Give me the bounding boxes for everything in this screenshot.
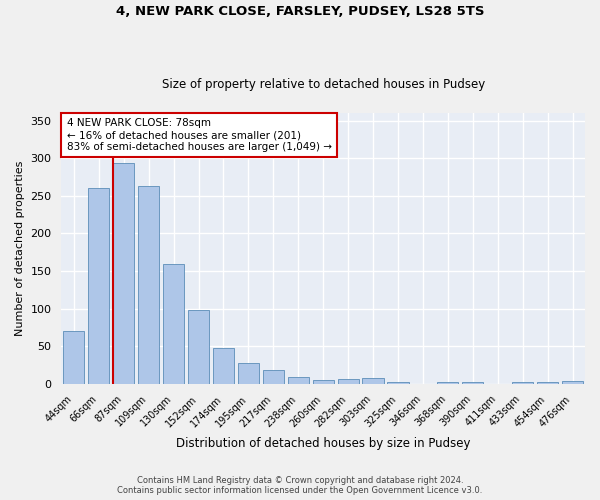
- Bar: [238, 363, 259, 384]
- Title: Size of property relative to detached houses in Pudsey: Size of property relative to detached ho…: [161, 78, 485, 91]
- Y-axis label: Number of detached properties: Number of detached properties: [15, 161, 25, 336]
- Bar: [63, 332, 85, 384]
- Bar: [462, 382, 484, 384]
- Bar: [388, 382, 409, 384]
- Bar: [512, 382, 533, 384]
- Bar: [537, 382, 558, 384]
- Bar: [562, 381, 583, 384]
- Text: Contains HM Land Registry data © Crown copyright and database right 2024.
Contai: Contains HM Land Registry data © Crown c…: [118, 476, 482, 495]
- Bar: [88, 188, 109, 384]
- Bar: [163, 264, 184, 384]
- Bar: [362, 378, 383, 384]
- Bar: [213, 348, 234, 384]
- X-axis label: Distribution of detached houses by size in Pudsey: Distribution of detached houses by size …: [176, 437, 470, 450]
- Bar: [287, 376, 309, 384]
- Bar: [263, 370, 284, 384]
- Text: 4, NEW PARK CLOSE, FARSLEY, PUDSEY, LS28 5TS: 4, NEW PARK CLOSE, FARSLEY, PUDSEY, LS28…: [116, 5, 484, 18]
- Bar: [113, 164, 134, 384]
- Bar: [138, 186, 159, 384]
- Bar: [188, 310, 209, 384]
- Text: 4 NEW PARK CLOSE: 78sqm
← 16% of detached houses are smaller (201)
83% of semi-d: 4 NEW PARK CLOSE: 78sqm ← 16% of detache…: [67, 118, 332, 152]
- Bar: [437, 382, 458, 384]
- Bar: [338, 379, 359, 384]
- Bar: [313, 380, 334, 384]
